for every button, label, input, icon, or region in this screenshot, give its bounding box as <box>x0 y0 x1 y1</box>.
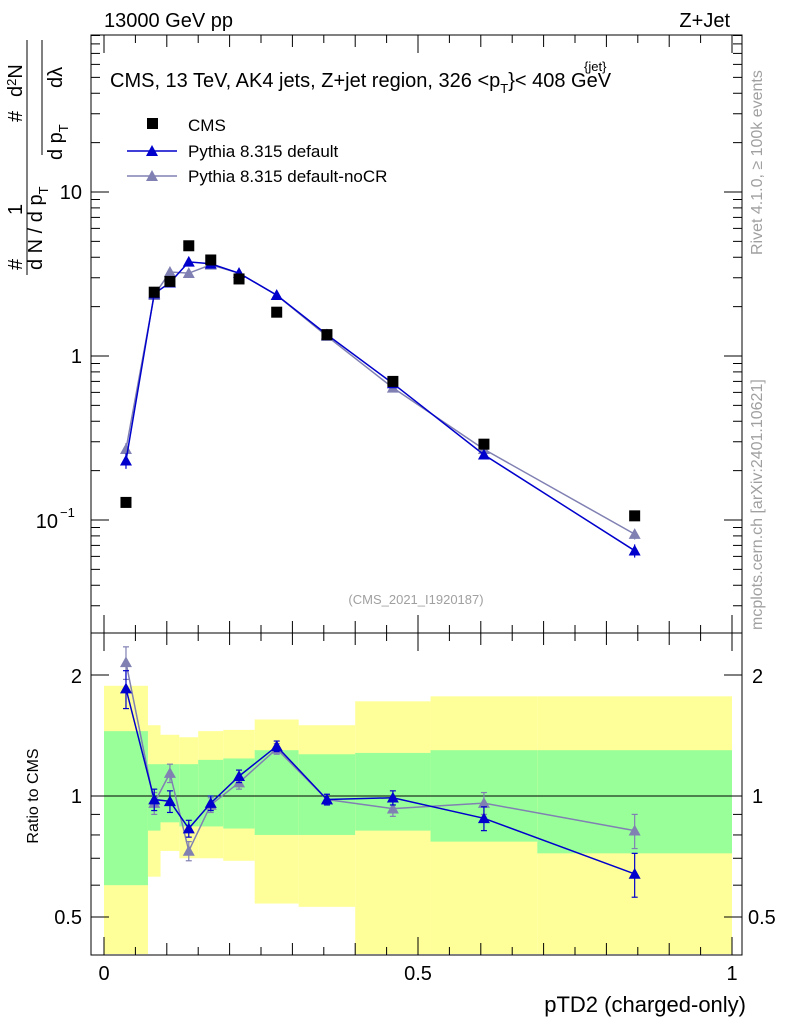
mc-uncertainty-bands <box>104 685 732 954</box>
title-sup: {jet} <box>584 59 607 74</box>
main-point-cms <box>233 273 245 285</box>
ytick-label-0.1-exp: −1 <box>60 505 75 520</box>
ylabel-dpt: d pT <box>45 124 71 160</box>
ratio-point-pythia <box>204 797 217 808</box>
header-process: Z+Jet <box>679 10 730 32</box>
legend-marker-pythia-nocr <box>146 170 158 181</box>
ytick-label-10: 10 <box>60 182 82 204</box>
legend-label-pythia: Pythia 8.315 default <box>188 142 339 161</box>
main-data-layer <box>119 240 641 558</box>
ratio-point-pythia <box>233 770 246 782</box>
ratio-point-pythia-nocr <box>182 844 195 856</box>
title-main: CMS, 13 TeV, AK4 jets, Z+jet region, 326… <box>110 70 612 96</box>
mcplots-label: mcplots.cern.ch [arXiv:2401.10621] <box>749 379 766 630</box>
ylabel-d2N-N: N <box>5 64 27 78</box>
legend-marker-pythia <box>146 145 158 156</box>
ratio-panel-frame <box>90 632 743 956</box>
ratio-ylabel: Ratio to CMS <box>25 748 42 843</box>
ratio-point-pythia <box>270 740 283 752</box>
main-axis-ticks <box>91 35 742 633</box>
ylabel-d2N-sup: 2 <box>4 79 19 86</box>
main-line-pythia <box>125 261 636 552</box>
plot-title: CMS, 13 TeV, AK4 jets, Z+jet region, 326… <box>110 59 612 96</box>
ratio-point-pythia <box>477 812 490 824</box>
ytick-label-1: 1 <box>71 346 82 368</box>
main-point-pythia-nocr <box>182 267 195 278</box>
ratio-point-pythia <box>320 793 333 805</box>
title-sub: T <box>500 81 508 96</box>
main-point-cms <box>164 275 176 287</box>
ylabel-d2N-d: d <box>5 86 27 97</box>
ylabel-d2N: d2N <box>4 64 27 97</box>
ratio-point-pythia <box>163 795 176 807</box>
main-point-cms <box>120 496 132 508</box>
ylabel-dN-text: d N / d p <box>25 194 47 270</box>
legend: CMS Pythia 8.315 default Pythia 8.315 de… <box>127 116 387 186</box>
legend-label-pythia-nocr: Pythia 8.315 default-noCR <box>188 167 387 186</box>
main-point-cms <box>478 438 490 450</box>
ratio-point-pythia <box>182 822 195 834</box>
xtick-label-0.5: 0.5 <box>404 963 432 985</box>
ratio-axis-ticks <box>91 633 742 955</box>
ylabel-dpt-sub: T <box>56 124 71 132</box>
band-inner-bin <box>223 758 255 829</box>
main-point-cms <box>629 510 641 522</box>
xaxis-label: pTD2 (charged-only) <box>544 992 746 1017</box>
ratio-ytick-2: 2 <box>71 666 82 688</box>
band-inner-bin <box>104 731 148 886</box>
ratio-point-pythia-nocr <box>386 802 399 814</box>
band-inner-bin <box>179 764 199 827</box>
main-point-pythia <box>628 544 641 556</box>
main-line-pythia-nocr <box>125 263 636 535</box>
ratio-point-pythia-nocr <box>477 797 490 808</box>
ratio-point-pythia <box>386 791 399 803</box>
legend-label-cms: CMS <box>188 116 226 135</box>
ratio-point-pythia-nocr <box>163 767 176 778</box>
main-point-pythia <box>182 255 195 267</box>
ratio-ytick-0.5: 0.5 <box>54 907 82 929</box>
legend-marker-cms <box>147 118 158 129</box>
ratio-ytick-right-0.5: 0.5 <box>748 907 776 929</box>
ytick-label-0.1-base: 10 <box>36 511 58 533</box>
rivet-label: Rivet 4.1.0, ≥ 100k events <box>749 70 766 255</box>
main-point-pythia-nocr <box>628 528 641 539</box>
ratio-point-pythia <box>628 867 641 879</box>
main-point-pythia-nocr <box>119 443 132 455</box>
ylabel-hash-1: # <box>5 258 27 270</box>
ratio-ytick-1: 1 <box>71 786 82 808</box>
main-point-pythia <box>270 289 283 300</box>
main-point-cms <box>148 286 160 298</box>
ylabel-dN: d N / d pT <box>25 186 51 270</box>
xtick-label-0: 0 <box>98 963 109 985</box>
ylabel-one: 1 <box>5 204 27 215</box>
main-point-pythia <box>477 448 490 460</box>
main-point-cms <box>183 240 195 252</box>
ylabel-dlambda: dλ <box>45 67 67 88</box>
main-point-pythia-nocr <box>163 266 176 277</box>
header-energy: 13000 GeV pp <box>104 10 233 32</box>
ratio-point-pythia <box>119 682 132 694</box>
ylabel-dN-sub: T <box>36 186 51 194</box>
main-point-pythia <box>119 454 132 466</box>
band-inner-bin <box>198 759 224 827</box>
main-point-cms <box>387 375 399 387</box>
title-post: }< 408 GeV <box>508 70 612 92</box>
ylabel-dpt-text: d p <box>45 132 67 160</box>
ytick-label-0.1: 10 −1 <box>36 505 75 533</box>
ylabel-hash-2: # <box>5 110 27 122</box>
main-point-cms <box>271 306 283 318</box>
ratio-point-pythia-nocr <box>628 824 641 836</box>
ratio-ytick-right-2: 2 <box>752 666 763 688</box>
analysis-watermark: (CMS_2021_I1920187) <box>348 592 483 607</box>
ratio-ytick-right-1: 1 <box>752 786 763 808</box>
main-point-cms <box>205 254 217 266</box>
title-pre: CMS, 13 TeV, AK4 jets, Z+jet region, 326… <box>110 70 500 92</box>
main-point-cms <box>321 329 333 341</box>
main-ylabel: d N / d pT # 1 # d2N d pT dλ <box>4 40 71 275</box>
ratio-point-pythia-nocr <box>119 656 132 668</box>
xtick-label-1: 1 <box>726 963 737 985</box>
ratio-point-pythia <box>148 793 161 805</box>
ratio-data-layer <box>119 646 641 898</box>
